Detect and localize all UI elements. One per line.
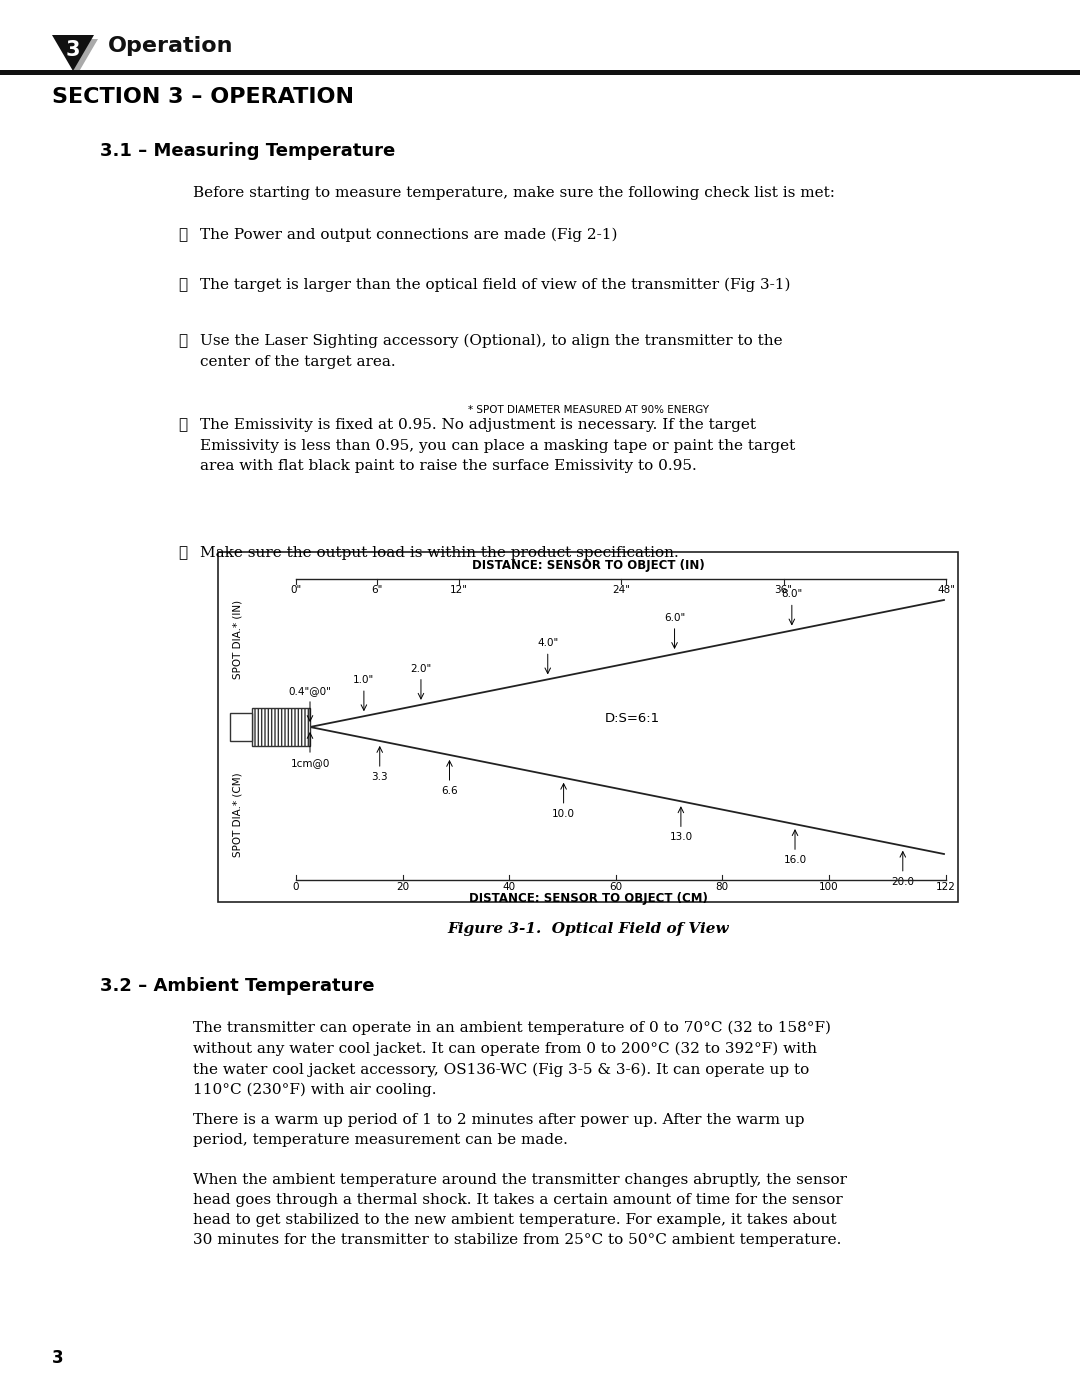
Text: 3.2 – Ambient Temperature: 3.2 – Ambient Temperature — [100, 977, 375, 995]
Bar — [0, 70, 1080, 75]
Text: 3.1 – Measuring Temperature: 3.1 – Measuring Temperature — [100, 142, 395, 161]
Text: 3: 3 — [66, 41, 80, 60]
Text: 8.0": 8.0" — [781, 590, 802, 599]
Text: D:S=6:1: D:S=6:1 — [605, 712, 660, 725]
Bar — [252, 708, 310, 746]
Text: 122: 122 — [936, 882, 956, 893]
Text: ✓: ✓ — [178, 228, 187, 242]
Text: The target is larger than the optical field of view of the transmitter (Fig 3-1): The target is larger than the optical fi… — [200, 278, 791, 292]
Text: 40: 40 — [502, 882, 515, 893]
Text: 1cm@0: 1cm@0 — [291, 759, 329, 768]
Polygon shape — [56, 39, 98, 75]
Text: 48": 48" — [937, 585, 955, 595]
Text: 36": 36" — [774, 585, 793, 595]
Text: The Emissivity is fixed at 0.95. No adjustment is necessary. If the target
Emiss: The Emissivity is fixed at 0.95. No adju… — [200, 418, 795, 474]
Text: ✓: ✓ — [178, 334, 187, 348]
Polygon shape — [52, 35, 94, 71]
Text: SPOT DIA.* (IN): SPOT DIA.* (IN) — [233, 599, 243, 679]
Text: 0": 0" — [291, 585, 301, 595]
Text: Figure 3-1.  Optical Field of View: Figure 3-1. Optical Field of View — [447, 922, 729, 936]
Text: 10.0: 10.0 — [552, 809, 576, 819]
Bar — [230, 712, 252, 740]
Text: 16.0: 16.0 — [783, 855, 807, 865]
Text: 100: 100 — [819, 882, 838, 893]
Text: Operation: Operation — [108, 36, 233, 56]
Text: 6": 6" — [372, 585, 383, 595]
Text: ✓: ✓ — [178, 278, 187, 292]
Text: 24": 24" — [612, 585, 630, 595]
Text: The transmitter can operate in an ambient temperature of 0 to 70°C (32 to 158°F): The transmitter can operate in an ambien… — [193, 1021, 831, 1098]
Text: The Power and output connections are made (Fig 2-1): The Power and output connections are mad… — [200, 228, 618, 243]
Text: 80: 80 — [716, 882, 729, 893]
Text: DISTANCE: SENSOR TO OBJECT (CM): DISTANCE: SENSOR TO OBJECT (CM) — [469, 893, 707, 905]
Text: Use the Laser Sighting accessory (Optional), to align the transmitter to the
cen: Use the Laser Sighting accessory (Option… — [200, 334, 783, 369]
Text: 2.0": 2.0" — [410, 664, 432, 673]
Text: 0.4"@0": 0.4"@0" — [288, 686, 332, 696]
Text: 20: 20 — [396, 882, 409, 893]
Text: ✓: ✓ — [178, 546, 187, 560]
Bar — [218, 552, 958, 902]
Text: 3: 3 — [52, 1350, 64, 1368]
Text: * SPOT DIAMETER MEASURED AT 90% ENERGY: * SPOT DIAMETER MEASURED AT 90% ENERGY — [468, 405, 708, 415]
Text: 12": 12" — [449, 585, 468, 595]
Text: DISTANCE: SENSOR TO OBJECT (IN): DISTANCE: SENSOR TO OBJECT (IN) — [472, 559, 704, 571]
Text: ✓: ✓ — [178, 418, 187, 432]
Text: 20.0: 20.0 — [891, 877, 915, 887]
Text: Before starting to measure temperature, make sure the following check list is me: Before starting to measure temperature, … — [193, 186, 835, 200]
Text: 60: 60 — [609, 882, 622, 893]
Text: 4.0": 4.0" — [537, 638, 558, 648]
Text: 6.0": 6.0" — [664, 613, 685, 623]
Text: 6.6: 6.6 — [441, 787, 458, 796]
Text: 0: 0 — [293, 882, 299, 893]
Text: When the ambient temperature around the transmitter changes abruptly, the sensor: When the ambient temperature around the … — [193, 1173, 847, 1248]
Text: There is a warm up period of 1 to 2 minutes after power up. After the warm up
pe: There is a warm up period of 1 to 2 minu… — [193, 1113, 805, 1147]
Text: SECTION 3 – OPERATION: SECTION 3 – OPERATION — [52, 87, 354, 108]
Text: SPOT DIA.* (CM): SPOT DIA.* (CM) — [233, 773, 243, 856]
Text: Make sure the output load is within the product specification.: Make sure the output load is within the … — [200, 546, 678, 560]
Text: 3.3: 3.3 — [372, 773, 388, 782]
Text: 1.0": 1.0" — [353, 675, 375, 685]
Text: 13.0: 13.0 — [670, 833, 692, 842]
